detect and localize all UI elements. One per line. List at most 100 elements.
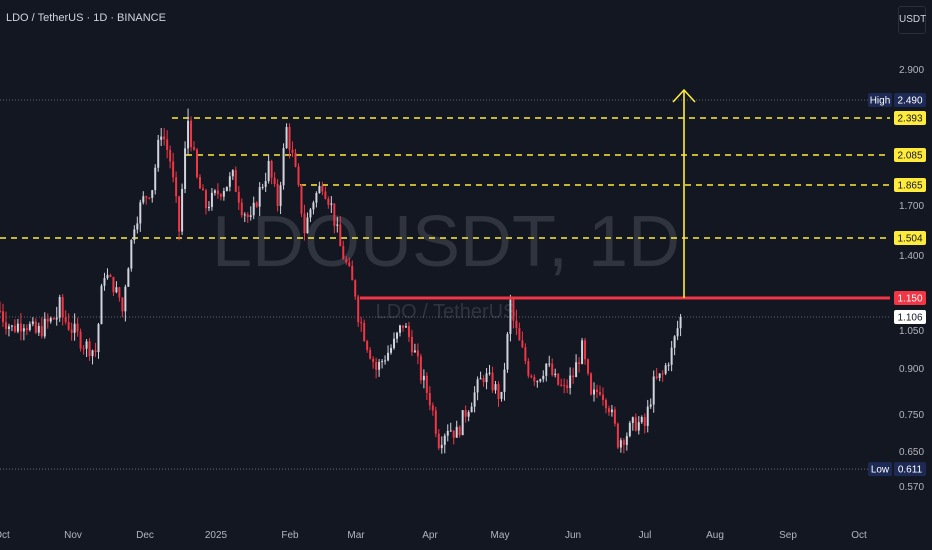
candle-body	[243, 214, 246, 216]
candle-body	[7, 326, 10, 330]
candle-body	[160, 136, 163, 140]
candle-body	[419, 356, 422, 381]
candle-body	[112, 276, 115, 293]
low-value-label: 0.611	[898, 465, 923, 476]
candle-body	[548, 363, 551, 365]
candle-body	[231, 170, 234, 177]
overlays	[360, 88, 890, 300]
candle-body	[670, 347, 673, 365]
candle-body	[482, 378, 485, 383]
candle-body	[518, 328, 521, 341]
candle-body	[667, 364, 670, 366]
level-label-bg	[894, 148, 926, 162]
candle-body	[584, 340, 587, 360]
candle-body	[258, 187, 261, 207]
low-value-label-bg	[894, 462, 926, 477]
candle-body	[225, 186, 228, 192]
candle-body	[103, 278, 106, 286]
x-axis-tick: 2025	[205, 530, 228, 541]
candle-body	[79, 331, 82, 349]
candle-body	[121, 297, 124, 312]
high-value-label-bg	[894, 93, 926, 107]
candle-body	[46, 318, 49, 322]
candle-body	[22, 328, 25, 332]
candle-body	[366, 341, 369, 350]
candle-body	[315, 193, 318, 203]
y-axis-tick: 1.400	[899, 251, 924, 262]
candle-body	[285, 127, 288, 149]
candle-body	[569, 375, 572, 388]
candle-body	[193, 147, 196, 150]
candle-body	[637, 422, 640, 431]
candle-body	[443, 435, 446, 445]
candle-body	[73, 323, 76, 333]
candle-body	[351, 265, 354, 281]
candle-body	[497, 384, 500, 399]
level-label: 1.504	[897, 234, 922, 245]
candle-body	[607, 408, 610, 413]
candle-body	[613, 409, 616, 424]
candle-body	[148, 197, 151, 199]
candle-body	[187, 120, 190, 149]
candle-body	[598, 391, 601, 395]
candles	[0, 108, 682, 454]
candle-body	[446, 430, 449, 436]
candle-body	[387, 352, 390, 361]
low-tag: Low	[871, 465, 890, 476]
candle-body	[190, 120, 193, 148]
candle-body	[661, 373, 664, 375]
high-value-label: 2.490	[897, 96, 922, 107]
candle-body	[94, 350, 97, 353]
candle-body	[521, 340, 524, 348]
candle-body	[596, 389, 598, 392]
candle-body	[530, 375, 533, 377]
candle-body	[109, 274, 112, 277]
low-tag-bg	[868, 462, 892, 477]
candle-body	[348, 262, 351, 266]
candle-body	[181, 188, 184, 232]
candle-body	[590, 373, 593, 395]
candle-body	[0, 310, 1, 312]
candle-body	[67, 321, 70, 330]
candle-body	[130, 239, 133, 269]
x-axis-tick: May	[491, 530, 510, 541]
candle-body	[184, 148, 187, 189]
candle-body	[372, 358, 375, 363]
candle-body	[646, 406, 649, 426]
candle-body	[398, 325, 401, 333]
candle-body	[500, 391, 503, 399]
candle-body	[40, 325, 43, 337]
candle-body	[527, 361, 530, 376]
candle-body	[151, 190, 154, 198]
candle-body	[452, 430, 455, 438]
candle-body	[378, 361, 381, 370]
candle-body	[175, 177, 178, 197]
candle-body	[201, 188, 204, 191]
candle-body	[560, 384, 563, 386]
candle-body	[393, 338, 396, 348]
candle-body	[76, 323, 79, 332]
resistance-label: 1.150	[897, 294, 922, 305]
candle-body	[593, 389, 596, 395]
candle-body	[246, 214, 249, 218]
candle-body	[330, 203, 333, 205]
candle-body	[563, 384, 566, 386]
currency-unit-button[interactable]: USDT	[898, 6, 926, 34]
candle-body	[237, 191, 240, 203]
dashed-levels	[0, 117, 890, 239]
candle-body	[539, 379, 542, 382]
candle-body	[222, 191, 225, 197]
candle-body	[240, 202, 243, 216]
candle-body	[273, 177, 276, 185]
candle-body	[145, 196, 148, 198]
candle-body	[297, 166, 300, 185]
candle-body	[384, 360, 387, 362]
candle-body	[13, 325, 16, 332]
x-axis-tick: Feb	[281, 530, 299, 541]
candle-body	[381, 361, 384, 363]
x-axis-tick: Dec	[136, 530, 154, 541]
candle-body	[61, 297, 64, 318]
candle-body	[625, 436, 628, 445]
